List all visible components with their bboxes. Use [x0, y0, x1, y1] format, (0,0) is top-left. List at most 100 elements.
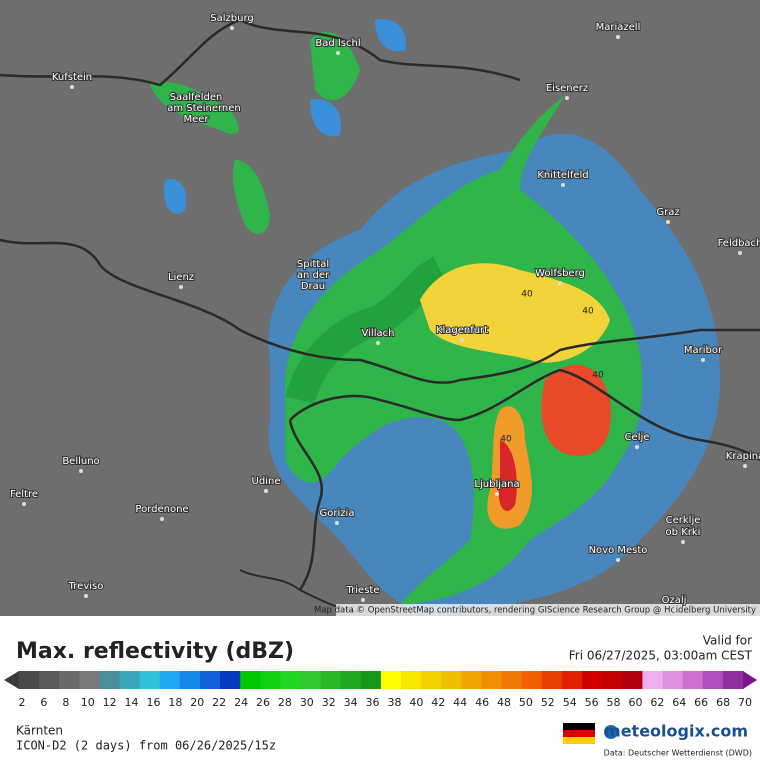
flag-gold — [563, 737, 595, 744]
city-dot — [460, 338, 464, 342]
scale-label: 6 — [40, 696, 47, 709]
scale-label: 48 — [497, 696, 511, 709]
color-cell — [722, 671, 744, 689]
scale-label: 64 — [672, 696, 686, 709]
border — [288, 419, 323, 591]
city-label: Saalfelden — [170, 92, 223, 103]
color-cell — [602, 671, 623, 689]
scale-label: 16 — [146, 696, 160, 709]
scale-label: 66 — [694, 696, 708, 709]
city-label: Udine — [252, 476, 281, 487]
scale-label: 22 — [212, 696, 226, 709]
scale-label: 2 — [19, 696, 26, 709]
color-cell — [682, 671, 704, 689]
city-dot — [22, 502, 26, 506]
scale-label: 58 — [607, 696, 621, 709]
city-dot — [361, 598, 365, 602]
scale-label: 18 — [168, 696, 182, 709]
color-cell — [541, 671, 563, 689]
city-label: Maribor — [684, 345, 723, 356]
color-cell — [179, 671, 201, 689]
city-label: Krapina — [726, 451, 760, 462]
radar-cell — [233, 160, 270, 234]
color-cell — [19, 671, 40, 689]
city-label: Trieste — [346, 585, 380, 596]
color-cell — [421, 671, 442, 689]
data-source: Data: Deutscher Wetterdienst (DWD) — [604, 749, 752, 758]
border — [289, 368, 760, 462]
scale-label: 46 — [475, 696, 489, 709]
scale-label: 32 — [322, 696, 336, 709]
city-label: Meer — [183, 114, 209, 125]
scale-label: 8 — [62, 696, 69, 709]
color-cell — [320, 671, 342, 689]
color-cell — [139, 671, 161, 689]
border — [0, 238, 760, 384]
city-dot — [70, 85, 74, 89]
city-label: ob Krki — [666, 527, 701, 538]
map: Map data © OpenStreetMap contributors, r… — [0, 0, 760, 616]
color-cell — [381, 671, 402, 689]
radar-cell — [164, 179, 187, 214]
city-label: Kufstein — [52, 72, 92, 83]
color-cell — [441, 671, 462, 689]
city-label: Villach — [362, 328, 395, 339]
city-label: Ljubljana — [474, 479, 519, 490]
radar-cell — [375, 19, 406, 52]
color-cell — [260, 671, 281, 689]
color-cell — [119, 671, 141, 689]
color-cell — [582, 671, 603, 689]
city-label: Knittelfeld — [537, 170, 588, 181]
city-dot — [79, 469, 83, 473]
city-label: am Steinernen — [167, 103, 241, 114]
brand: meteologix.com — [604, 722, 748, 741]
city-dot — [160, 517, 164, 521]
radar-yellow — [420, 263, 610, 363]
city-label: Eisenerz — [546, 83, 588, 94]
color-cell — [622, 671, 643, 689]
city-dot — [179, 285, 183, 289]
city-label: Wolfsberg — [535, 268, 585, 279]
city-dot — [616, 558, 620, 562]
radar-green-dark — [285, 256, 448, 405]
legend-title: Max. reflectivity (dBZ) — [16, 639, 294, 664]
color-cell — [300, 671, 322, 689]
city-label: Feltre — [10, 489, 38, 500]
scale-label: 50 — [519, 696, 533, 709]
color-cell — [240, 671, 261, 689]
city-label: Feldbach — [718, 238, 760, 249]
city-dot — [681, 540, 685, 544]
color-cell — [280, 671, 302, 689]
scale-label: 14 — [125, 696, 139, 709]
color-cell — [481, 671, 503, 689]
contour-label: 40 — [582, 307, 594, 317]
scale-label: 12 — [103, 696, 117, 709]
scale-label: 62 — [650, 696, 664, 709]
border — [0, 18, 521, 87]
contour-label: 40 — [592, 371, 604, 381]
city-label: Graz — [656, 207, 679, 218]
scale-label: 10 — [81, 696, 95, 709]
city-dot — [635, 445, 639, 449]
color-cell — [79, 671, 100, 689]
city-label: Cerklje — [666, 515, 701, 526]
scale-label: 68 — [716, 696, 730, 709]
color-cell — [39, 671, 60, 689]
footer: Max. reflectivity (dBZ) Valid for Fri 06… — [4, 634, 757, 758]
color-cell — [662, 671, 684, 689]
city-dot — [264, 489, 268, 493]
scale-label: 38 — [387, 696, 401, 709]
city-dot — [616, 35, 620, 39]
scale-label: 52 — [541, 696, 555, 709]
city-label: Gorizia — [320, 508, 355, 519]
scale-label: 26 — [256, 696, 270, 709]
scale-label: 56 — [585, 696, 599, 709]
radar-red-core — [498, 440, 517, 511]
scale-label: 20 — [190, 696, 204, 709]
color-cell — [220, 671, 241, 689]
city-label: Novo Mesto — [589, 545, 648, 556]
city-dot — [743, 464, 747, 468]
city-label: Bad Ischl — [315, 38, 360, 49]
city-label: Lienz — [168, 272, 194, 283]
